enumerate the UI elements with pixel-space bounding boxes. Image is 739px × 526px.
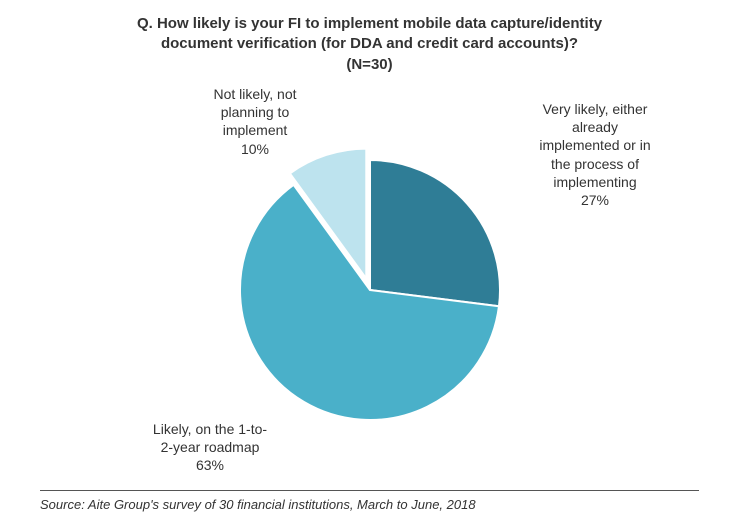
title-line-1: Q. How likely is your FI to implement mo… xyxy=(137,15,602,32)
chart-container: Q. How likely is your FI to implement mo… xyxy=(0,0,739,526)
slice-label-likely: Likely, on the 1-to-2-year roadmap63% xyxy=(120,420,300,475)
slice-label-very-likely: Very likely, eitheralreadyimplemented or… xyxy=(510,100,680,209)
title-line-3: (N=30) xyxy=(346,56,392,73)
pie-slice-very-likely xyxy=(370,160,500,306)
source-citation: Source: Aite Group's survey of 30 financ… xyxy=(40,490,699,512)
slice-label-not-likely: Not likely, notplanning toimplement10% xyxy=(180,85,330,158)
chart-title: Q. How likely is your FI to implement mo… xyxy=(0,14,739,75)
title-line-2: document verification (for DDA and credi… xyxy=(161,35,578,52)
pie-chart: Very likely, eitheralreadyimplemented or… xyxy=(0,90,739,470)
source-text: Source: Aite Group's survey of 30 financ… xyxy=(40,497,476,512)
